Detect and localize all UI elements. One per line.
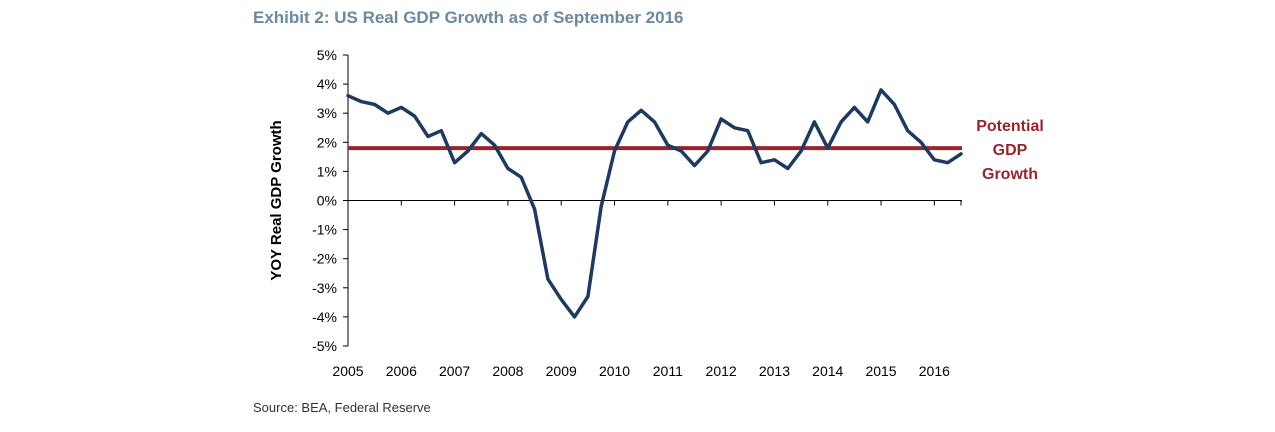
- y-tick-label: -5%: [312, 338, 337, 354]
- x-axis: 2005 2006 2007 2008 2009 2010 2011 2012 2013 2014…: [332, 200, 962, 379]
- gdp-growth-line: [346, 88, 963, 319]
- y-tick-label: 3%: [317, 105, 337, 121]
- x-tick-label: 2009: [546, 363, 577, 379]
- y-tick-label: 1%: [317, 163, 337, 179]
- x-tick-label: 2013: [759, 363, 790, 379]
- y-axis: 5% 4% 3% 2% 1% 0% -1% -2% -3% -4% -5%: [312, 47, 349, 354]
- y-tick-label: -3%: [312, 280, 337, 296]
- y-tick-label: 0%: [317, 193, 337, 209]
- potential-gdp-label: Potential GDP Growth: [976, 118, 1044, 183]
- chart-title: Exhibit 2: US Real GDP Growth as of Sept…: [253, 8, 684, 27]
- x-tick-label: 2015: [865, 363, 896, 379]
- x-tick-label: 2010: [599, 363, 630, 379]
- y-tick-label: 4%: [317, 76, 337, 92]
- source-note: Source: BEA, Federal Reserve: [253, 400, 431, 415]
- y-tick-label: -4%: [312, 309, 337, 325]
- x-tick-label: 2005: [332, 363, 363, 379]
- x-tick-label: 2014: [812, 363, 843, 379]
- x-tick-label: 2012: [706, 363, 737, 379]
- y-tick-label: -2%: [312, 251, 337, 267]
- x-tick-label: 2011: [653, 363, 683, 379]
- potential-gdp-group: Potential GDP Growth: [348, 118, 1044, 183]
- y-tick-label: 5%: [317, 47, 337, 63]
- x-tick-label: 2016: [919, 363, 950, 379]
- y-axis-title: YOY Real GDP Growth: [268, 120, 285, 280]
- x-tick-label: 2007: [439, 363, 470, 379]
- potential-gdp-label-line: GDP: [993, 142, 1028, 159]
- gdp-series-group: [346, 88, 963, 319]
- y-tick-label: 2%: [317, 134, 337, 150]
- y-tick-label: -1%: [312, 222, 337, 238]
- potential-gdp-label-line: Growth: [982, 166, 1038, 183]
- x-tick-label: 2008: [492, 363, 523, 379]
- potential-gdp-label-line: Potential: [976, 118, 1044, 135]
- x-tick-label: 2006: [386, 363, 417, 379]
